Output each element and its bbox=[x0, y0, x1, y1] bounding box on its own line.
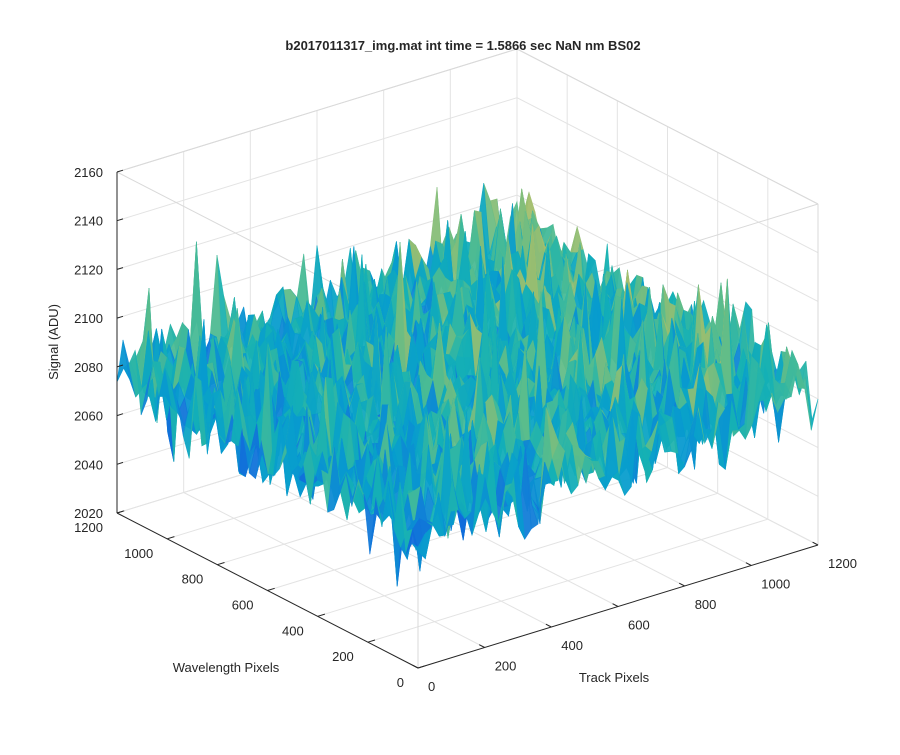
x-tick-label: 1200 bbox=[828, 556, 857, 571]
x-tick-mark bbox=[545, 623, 552, 628]
x-tick-label: 1000 bbox=[761, 577, 790, 592]
z-tick-label: 2120 bbox=[74, 262, 103, 277]
y-tick-mark bbox=[317, 613, 326, 617]
y-tick-label: 200 bbox=[332, 649, 354, 664]
x-tick-mark bbox=[478, 644, 485, 648]
x-tick-mark bbox=[412, 664, 419, 669]
z-tick-label: 2140 bbox=[74, 214, 103, 229]
x-tick-label: 200 bbox=[495, 659, 517, 674]
x-tick-label: 800 bbox=[695, 597, 717, 612]
grid-line bbox=[367, 518, 768, 643]
grid-line bbox=[267, 467, 668, 591]
grid-line bbox=[516, 97, 819, 254]
x-tick-mark bbox=[678, 582, 685, 587]
y-tick-mark bbox=[367, 639, 376, 643]
y-tick-label: 800 bbox=[182, 572, 204, 587]
box-edge bbox=[516, 48, 819, 205]
surface-cell bbox=[411, 534, 425, 553]
z-tick-label: 2100 bbox=[74, 311, 103, 326]
grid-line bbox=[116, 97, 518, 222]
z-tick-mark bbox=[116, 218, 124, 222]
x-tick-mark bbox=[812, 541, 819, 546]
tick-labels: 0 200 400 600 800 1000 1200 0 200 400 600 800 1000 12… bbox=[74, 165, 857, 694]
y-tick-label: 1200 bbox=[74, 520, 103, 535]
y-tick-mark bbox=[167, 536, 175, 540]
z-tick-label: 2080 bbox=[74, 360, 103, 375]
grid-line bbox=[516, 194, 819, 351]
z-tick-label: 2040 bbox=[74, 457, 103, 472]
x-tick-mark bbox=[745, 562, 752, 566]
z-tick-label: 2060 bbox=[74, 409, 103, 424]
y-tick-label: 1000 bbox=[124, 546, 153, 561]
box-edge bbox=[116, 48, 518, 173]
y-axis-label: Wavelength Pixels bbox=[173, 660, 280, 675]
z-tick-mark bbox=[116, 461, 124, 465]
x-tick-label: 0 bbox=[428, 679, 435, 694]
chart-title: b2017011317_img.mat int time = 1.5866 se… bbox=[285, 38, 640, 53]
z-tick-mark bbox=[116, 267, 124, 270]
z-tick-mark bbox=[116, 364, 124, 368]
y-tick-label: 0 bbox=[397, 675, 404, 690]
y-tick-mark bbox=[417, 665, 426, 669]
x-axis-label: Track Pixels bbox=[579, 670, 650, 685]
y-tick-mark bbox=[267, 587, 275, 591]
axis-lines bbox=[116, 169, 819, 669]
z-tick-mark bbox=[116, 169, 124, 173]
grid-line bbox=[116, 145, 518, 270]
z-tick-mark bbox=[116, 413, 124, 417]
surface-mesh bbox=[116, 182, 819, 587]
y-tick-label: 400 bbox=[282, 623, 304, 638]
z-tick-mark bbox=[116, 315, 124, 319]
grid-line bbox=[317, 492, 718, 617]
x-tick-label: 400 bbox=[561, 638, 583, 653]
grid-line bbox=[516, 145, 819, 302]
y-tick-mark bbox=[217, 562, 225, 566]
z-tick-label: 2160 bbox=[74, 165, 103, 180]
x-tick-label: 600 bbox=[628, 618, 650, 633]
x-tick-mark bbox=[612, 603, 619, 607]
z-tick-mark bbox=[116, 510, 124, 514]
z-axis-label: Signal (ADU) bbox=[46, 304, 61, 380]
y-tick-label: 600 bbox=[232, 598, 254, 613]
surface-cell bbox=[570, 225, 584, 254]
z-tick-label: 2020 bbox=[74, 506, 103, 521]
